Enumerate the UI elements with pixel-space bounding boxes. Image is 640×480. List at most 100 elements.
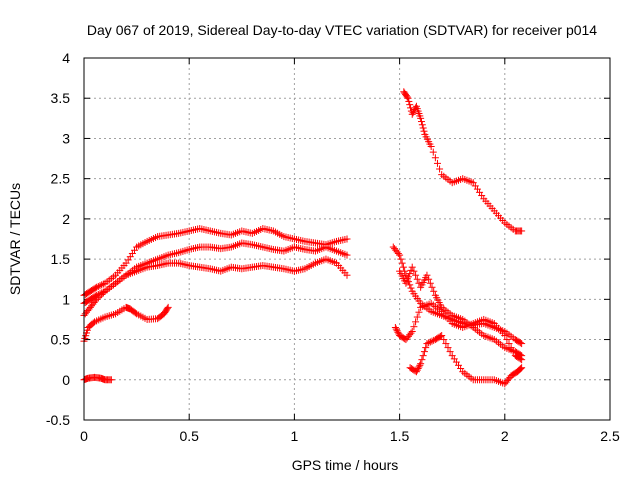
data-point — [415, 363, 423, 371]
data-point — [509, 348, 517, 356]
data-point — [438, 332, 446, 340]
data-point — [423, 340, 431, 348]
data-point — [420, 348, 428, 356]
y-tick-label: 2.5 — [51, 171, 71, 187]
data-point — [96, 282, 104, 290]
data-point — [428, 337, 436, 345]
data-point — [394, 328, 402, 336]
data-point — [516, 365, 524, 373]
data-point — [416, 361, 424, 369]
data-point — [393, 327, 401, 335]
data-point — [164, 303, 172, 311]
x-tick-label: 0.5 — [179, 428, 199, 444]
y-axis-label: SDTVAR / TECUs — [7, 183, 23, 295]
x-tick-label: 2 — [501, 428, 509, 444]
axis-ticks: 0 0.5 1 1.5 2 2.5 -0.5 0 0.5 1 1.5 2 2.5 3 3.5 4 — [46, 50, 620, 444]
data-point — [442, 340, 450, 348]
data-point — [107, 376, 115, 384]
series-track-6 — [400, 88, 526, 235]
data-point — [408, 328, 416, 336]
data-point — [93, 295, 101, 303]
data-point — [446, 348, 454, 356]
x-tick-label: 1.5 — [390, 428, 410, 444]
data-point — [402, 279, 410, 287]
data-point — [423, 271, 431, 279]
data-point — [427, 142, 435, 150]
data-point — [94, 294, 102, 302]
series-track-9 — [391, 299, 526, 364]
data-point — [413, 313, 421, 321]
y-tick-label: 4 — [62, 50, 70, 66]
series-track-4 — [80, 239, 351, 307]
data-point — [409, 109, 417, 117]
data-point — [418, 356, 426, 364]
data-point — [403, 93, 411, 101]
data-point — [96, 292, 104, 300]
data-point — [426, 338, 434, 346]
y-tick-label: 0.5 — [51, 332, 71, 348]
series-track-1 — [80, 373, 115, 384]
y-tick-label: 1 — [62, 291, 70, 307]
data-point — [163, 305, 171, 313]
data-point — [430, 336, 438, 344]
series-track-3 — [80, 225, 351, 299]
data-point — [517, 365, 525, 373]
data-point — [516, 339, 524, 347]
data-point — [406, 270, 414, 278]
data-point — [426, 279, 434, 287]
data-point — [405, 97, 413, 105]
data-point — [422, 344, 430, 352]
data-point — [507, 344, 515, 352]
series-track-10 — [406, 332, 526, 388]
data-point — [404, 273, 412, 281]
data-point — [518, 364, 526, 372]
y-tick-label: -0.5 — [46, 412, 70, 428]
x-axis-label: GPS time / hours — [292, 457, 399, 473]
data-point — [429, 148, 437, 156]
x-tick-label: 1 — [291, 428, 299, 444]
data-point — [94, 282, 102, 290]
data-point — [399, 263, 407, 271]
data-point — [415, 279, 423, 287]
data-point — [99, 289, 107, 297]
data-point — [433, 159, 441, 167]
data-point — [516, 355, 524, 363]
x-tick-label: 0 — [80, 428, 88, 444]
data-point — [397, 255, 405, 263]
series-track-5 — [80, 255, 351, 319]
y-tick-label: 3.5 — [51, 90, 71, 106]
data-point — [412, 271, 420, 279]
data-point — [503, 336, 511, 344]
data-point — [406, 281, 414, 289]
data-point — [420, 127, 428, 135]
data-point — [408, 263, 416, 271]
data-point — [501, 332, 509, 340]
y-tick-label: 3 — [62, 130, 70, 146]
data-point — [343, 271, 351, 279]
data-point — [407, 266, 415, 274]
y-tick-label: 2 — [62, 211, 70, 227]
chart-title: Day 067 of 2019, Sidereal Day-to-day VTE… — [87, 22, 597, 38]
data-point — [398, 259, 406, 267]
data-point — [408, 110, 416, 118]
grid-lines — [84, 58, 610, 420]
data-point — [417, 118, 425, 126]
data-point — [394, 249, 402, 257]
plot-frame — [83, 57, 611, 421]
data-point — [418, 121, 426, 129]
x-tick-label: 2.5 — [600, 428, 620, 444]
data-point — [431, 154, 439, 162]
data-point — [413, 275, 421, 283]
data-point — [412, 368, 420, 376]
data-point — [413, 366, 421, 374]
data-point — [392, 325, 400, 333]
data-point — [436, 332, 444, 340]
series-track-2 — [80, 303, 172, 345]
data-point — [414, 365, 422, 373]
data-point — [410, 267, 418, 275]
data-point — [518, 227, 526, 235]
data-point — [407, 329, 415, 337]
data-point — [518, 356, 526, 364]
data-point — [425, 275, 433, 283]
